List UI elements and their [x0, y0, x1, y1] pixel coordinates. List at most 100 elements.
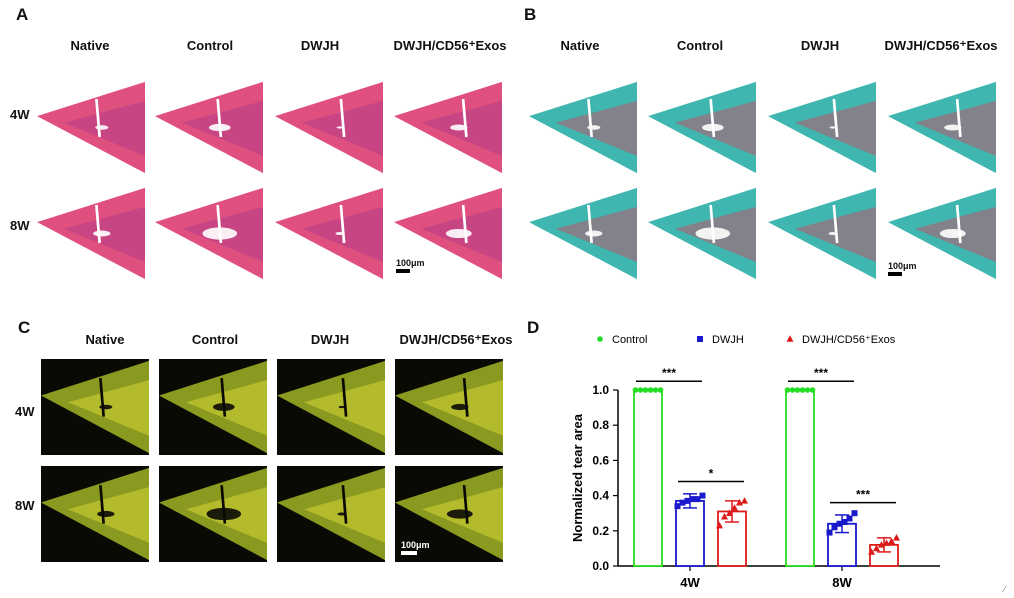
data-point — [836, 520, 843, 527]
footer-mark: ⁄ — [1004, 584, 1006, 594]
data-point — [726, 509, 733, 516]
data-point — [694, 496, 701, 503]
legend-label: Control — [612, 334, 647, 346]
panel-d-label: D — [527, 318, 540, 337]
panel-c-label: C — [18, 318, 31, 337]
panel-a-tile-4w-control — [155, 80, 263, 175]
legend-marker-DWJH — [697, 336, 703, 342]
data-point — [674, 503, 681, 510]
legend-marker-Control — [597, 336, 603, 342]
data-point — [868, 548, 875, 555]
panel-c-row-8w: 8W — [15, 498, 35, 513]
legend-label: DWJH/CD56⁺Exos — [802, 334, 896, 346]
panel-c-col-exos: DWJH/CD56⁺Exos — [399, 332, 513, 347]
panel-a-scale-label: 100μm — [396, 258, 425, 268]
significance-label: * — [709, 467, 714, 481]
panel-c-tile-8w-control — [159, 466, 267, 562]
y-tick-label: 0.6 — [592, 453, 609, 467]
panel-c-tile-4w-control — [159, 359, 267, 455]
data-point — [642, 387, 649, 393]
panel-b-col-dwjh: DWJH — [800, 38, 840, 53]
panel-c-tile-4w-dwjh — [277, 359, 385, 455]
panel-a-tile-8w-exos — [394, 186, 502, 281]
panel-c-col-control: Control — [191, 332, 239, 347]
data-point — [878, 541, 885, 548]
bar-4W-DWJH — [675, 499, 705, 567]
panel-b-tile-8w-exos — [888, 186, 996, 281]
panel-b-tile-8w-dwjh — [768, 186, 876, 281]
panel-b-col-control: Control — [676, 38, 724, 53]
y-tick-label: 0.0 — [592, 559, 609, 573]
legend-marker-DWJH/CD56⁺Exos — [786, 335, 794, 342]
panel-c-tile-4w-exos — [395, 359, 503, 455]
panel-b-scale-line — [888, 272, 902, 276]
x-tick-label: 8W — [832, 575, 852, 590]
panel-b-tile-4w-native — [529, 80, 637, 175]
data-point — [741, 497, 748, 504]
y-tick-label: 1.0 — [592, 383, 609, 397]
panel-a-col-dwjh: DWJH — [300, 38, 340, 53]
bar-8W-DWJH — [827, 522, 857, 567]
panel-b-label: B — [524, 5, 537, 24]
y-tick-label: 0.4 — [592, 489, 609, 503]
data-point — [794, 387, 801, 393]
panel-c-tile-4w-native — [41, 359, 149, 455]
panel-a-tile-8w-native — [37, 186, 145, 281]
panel-b-col-exos: DWJH/CD56⁺Exos — [884, 38, 998, 53]
panel-b-tile-8w-native — [529, 186, 637, 281]
data-point — [632, 387, 639, 393]
data-point — [799, 387, 806, 393]
significance-label: *** — [856, 488, 870, 502]
data-point — [789, 387, 796, 393]
data-point — [652, 387, 659, 393]
panel-c-col-native: Native — [85, 332, 125, 347]
data-point — [893, 534, 900, 541]
panel-c-tile-8w-native — [41, 466, 149, 562]
panel-a-tile-4w-dwjh — [275, 80, 383, 175]
data-point — [784, 387, 791, 393]
panel-a-col-exos: DWJH/CD56⁺Exos — [393, 38, 507, 53]
data-point — [689, 496, 696, 503]
data-point — [716, 521, 723, 529]
panel-b-scale-bar: 100μm — [888, 261, 917, 276]
data-point — [736, 498, 743, 506]
panel-c-scale-label: 100μm — [401, 540, 430, 550]
y-tick-label: 0.2 — [592, 524, 609, 538]
data-point — [699, 492, 706, 499]
data-point — [731, 504, 738, 511]
panel-b-tile-4w-dwjh — [768, 80, 876, 175]
panel-a-tile-4w-exos — [394, 80, 502, 175]
panel-a-label: A — [16, 5, 29, 24]
panel-b-col-native: Native — [560, 38, 600, 53]
panel-c-tile-8w-exos — [395, 466, 503, 562]
panel-c-tile-8w-dwjh — [277, 466, 385, 562]
data-point — [851, 510, 858, 517]
data-point — [826, 529, 833, 536]
panel-c-scale-line — [401, 551, 417, 555]
panel-a-col-native: Native — [70, 38, 110, 53]
panel-d-chart: 0.0 0.2 0.4 0.6 0.8 1.0 Normalized tear area 4W… — [570, 334, 940, 590]
data-point — [804, 387, 811, 393]
data-point — [846, 515, 853, 522]
data-point — [721, 512, 728, 520]
panel-a-tile-4w-native — [37, 80, 145, 175]
data-point — [657, 387, 664, 393]
significance-label: *** — [662, 366, 676, 380]
significance-label: *** — [814, 366, 828, 380]
panel-a-col-control: Control — [186, 38, 234, 53]
panel-b-scale-label: 100μm — [888, 261, 917, 271]
panel-b-tile-4w-control — [648, 80, 756, 175]
panel-c-col-dwjh: DWJH — [310, 332, 350, 347]
panel-a-scale-line — [396, 269, 410, 273]
y-axis-label: Normalized tear area — [570, 413, 585, 542]
data-point — [809, 387, 816, 393]
data-point — [637, 387, 644, 393]
panel-b-tile-8w-control — [648, 186, 756, 281]
data-point — [647, 387, 654, 393]
data-point — [679, 499, 686, 506]
panel-a-row-8w: 8W — [10, 218, 30, 233]
data-point — [841, 519, 848, 525]
x-tick-label: 4W — [680, 575, 700, 590]
panel-a-row-4w: 4W — [10, 107, 30, 122]
panel-b-tile-4w-exos — [888, 80, 996, 175]
